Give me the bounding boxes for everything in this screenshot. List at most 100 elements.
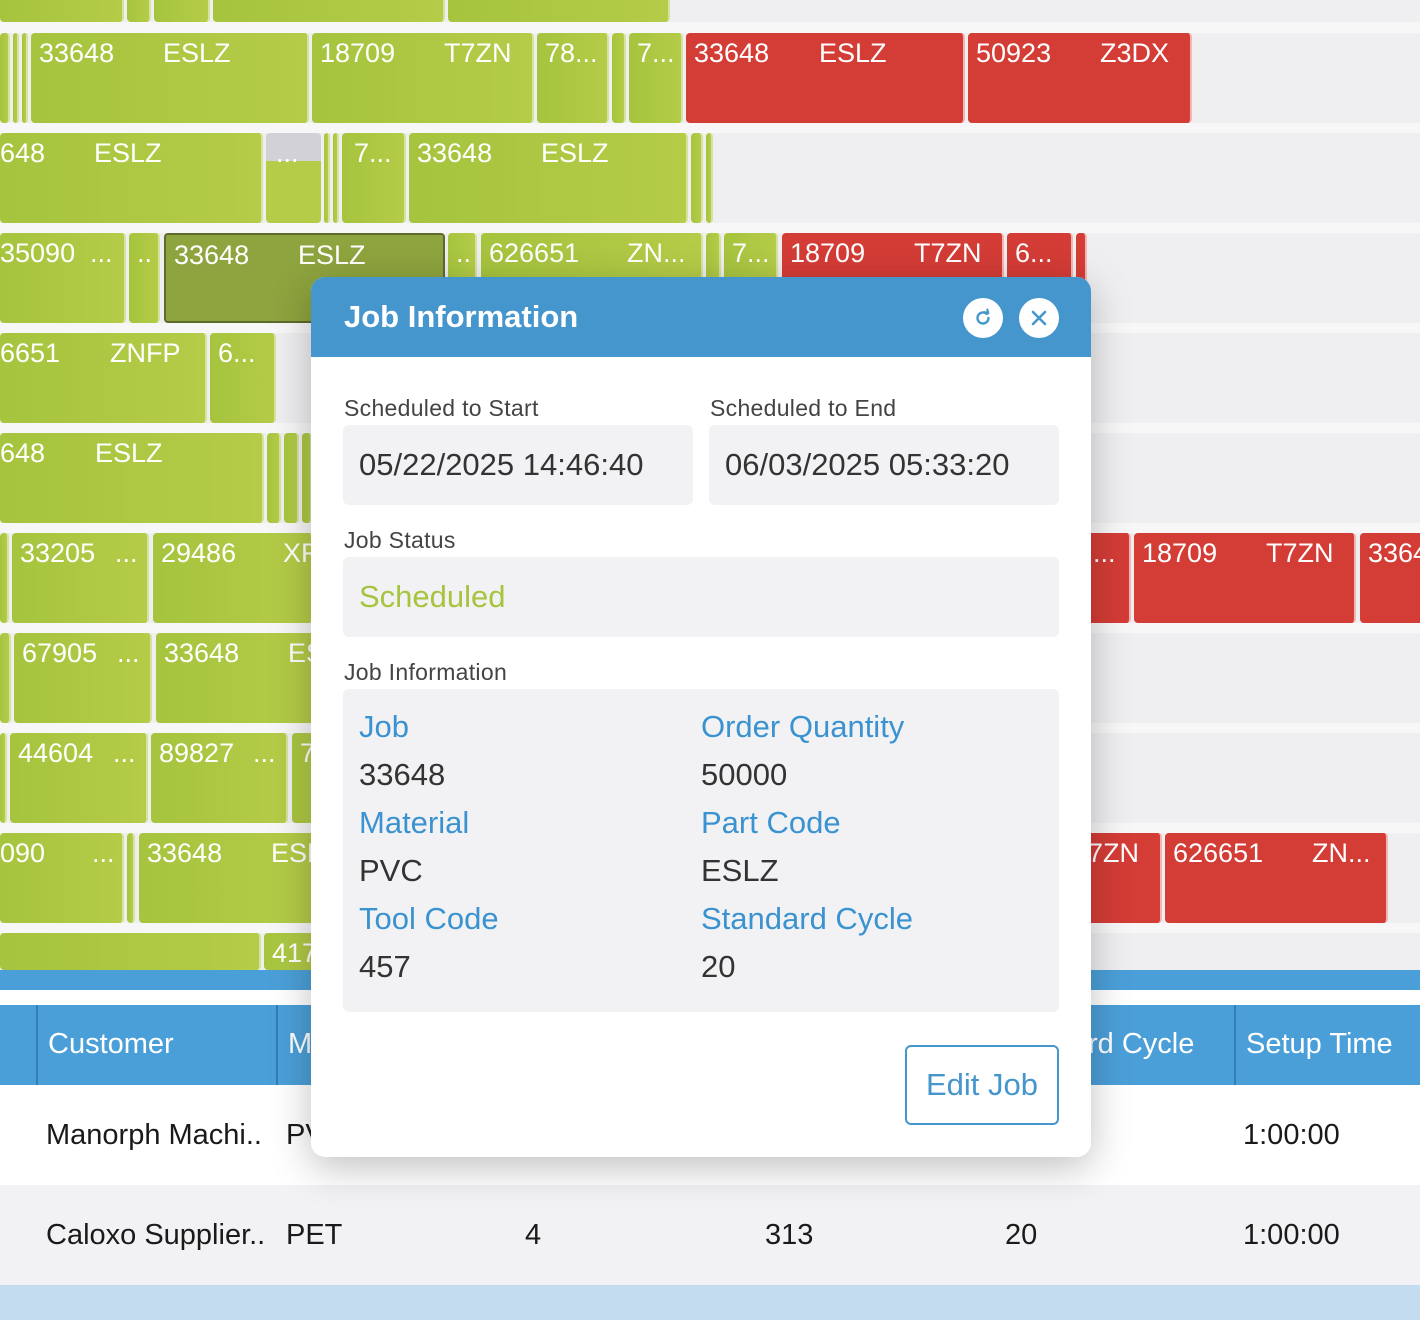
job-bar[interactable] <box>13 33 19 123</box>
job-key: Job <box>359 709 409 744</box>
job-bar[interactable]: 090 ... <box>0 833 124 923</box>
job-bar[interactable] <box>691 133 703 223</box>
job-bar[interactable]: 417 <box>264 933 316 970</box>
job-bar[interactable] <box>154 0 210 22</box>
job-bar[interactable] <box>127 0 151 22</box>
job-bar[interactable]: 33648 ESLZ <box>31 33 309 123</box>
job-bar[interactable] <box>284 433 299 523</box>
job-bar-number: 89827 <box>159 738 235 768</box>
job-bar[interactable]: 33205 ... <box>12 533 149 623</box>
refresh-button[interactable] <box>963 298 1003 338</box>
job-bar[interactable] <box>0 933 261 970</box>
job-bar[interactable]: ... <box>266 133 321 223</box>
job-bar[interactable]: 33648 ES <box>156 633 316 723</box>
table-row[interactable]: Caloxo Supplier.. PET 4 313 20 1:00:00 <box>0 1185 1420 1285</box>
job-bar-number: 7 <box>300 738 314 768</box>
cell-customer: Manorph Machi.. <box>46 1119 262 1151</box>
job-bar[interactable]: 6651 ZNFP <box>0 333 207 423</box>
job-bar-number: 78... <box>545 38 598 68</box>
job-bar[interactable] <box>324 133 330 223</box>
job-bar-number: 6651 <box>0 338 61 368</box>
job-bar[interactable] <box>0 0 124 22</box>
job-bar-late[interactable]: 50923 Z3DX <box>968 33 1192 123</box>
job-bar[interactable] <box>0 533 9 623</box>
order-quantity-key: Order Quantity <box>701 709 905 744</box>
job-bar-code: ZN... <box>1312 838 1371 868</box>
job-bar[interactable]: 33648 ESL <box>139 833 315 923</box>
job-bar-code: XF <box>283 538 311 568</box>
job-bar-late[interactable]: 626651 ZN... <box>1165 833 1388 923</box>
job-bar[interactable]: 89827 ... <box>151 733 288 823</box>
job-bar-late[interactable]: 33648 ESLZ <box>686 33 965 123</box>
material-value: PVC <box>359 853 423 888</box>
job-bar-number: 33648 <box>694 38 770 68</box>
end-field: 06/03/2025 05:33:20 <box>709 425 1059 505</box>
edit-job-button[interactable]: Edit Job <box>905 1045 1059 1125</box>
job-bar-number: 33648 <box>417 138 493 168</box>
job-bar[interactable]: 18709 T7ZN <box>312 33 534 123</box>
job-bar[interactable]: 648 ESLZ <box>0 433 264 523</box>
job-bar-number: ... <box>276 138 299 168</box>
part-code-key: Part Code <box>701 805 841 840</box>
cell-value: 313 <box>765 1219 814 1251</box>
gantt-lane: 33648 ESLZ 18709 T7ZN 78... 7... 33648 E… <box>0 33 1420 123</box>
job-bar-number: 33648 <box>39 38 115 68</box>
job-bar-number: 7... <box>637 38 675 68</box>
job-bar-code: T7ZN <box>914 238 982 268</box>
job-bar[interactable]: 35090 ... <box>0 233 126 323</box>
job-bar[interactable]: 6... <box>210 333 276 423</box>
job-bar[interactable]: 648 ESLZ <box>0 133 263 223</box>
job-bar[interactable]: 78... <box>537 33 609 123</box>
job-bar[interactable] <box>127 833 135 923</box>
job-bar[interactable] <box>0 633 11 723</box>
modal-header: Job Information <box>311 277 1091 357</box>
job-bar-code: ZNFP <box>110 338 181 368</box>
job-bar[interactable]: .. <box>129 233 160 323</box>
job-bar[interactable]: 7... <box>342 133 406 223</box>
job-bar[interactable]: 33648 ESLZ <box>409 133 688 223</box>
job-bar-code: ESL <box>271 838 313 868</box>
job-bar-number: .. <box>137 238 153 268</box>
job-bar[interactable] <box>213 0 445 22</box>
job-bar-code: ESLZ <box>541 138 609 168</box>
job-bar-code: ... <box>113 738 136 768</box>
job-bar-late[interactable]: 7ZN <box>1080 833 1162 923</box>
job-bar-code: ZN... <box>627 238 686 268</box>
job-bar-number: 6... <box>218 338 256 368</box>
job-bar[interactable] <box>333 133 339 223</box>
job-bar-code: ESLZ <box>819 38 887 68</box>
job-bar-late[interactable]: 18709 T7ZN <box>1134 533 1356 623</box>
start-field: 05/22/2025 14:46:40 <box>343 425 693 505</box>
job-bar[interactable]: 29486 XF <box>153 533 313 623</box>
column-header-customer[interactable]: Customer <box>36 1005 276 1085</box>
job-bar-code: ESLZ <box>163 38 231 68</box>
job-bar-number: 6... <box>1015 238 1053 268</box>
job-bar-code: ESLZ <box>298 240 366 270</box>
job-bar-number: 18709 <box>790 238 866 268</box>
column-header-setup-time[interactable]: Setup Time <box>1234 1005 1420 1085</box>
job-bar[interactable]: 7... <box>629 33 683 123</box>
job-bar[interactable] <box>0 33 10 123</box>
column-header-standard-cycle[interactable]: rd Cycle <box>1088 1028 1195 1060</box>
cell-material: PET <box>286 1219 343 1251</box>
job-bar[interactable] <box>706 133 713 223</box>
close-button[interactable] <box>1019 298 1059 338</box>
refresh-icon <box>976 308 990 325</box>
job-bar[interactable]: 67905 ... <box>14 633 152 723</box>
job-bar[interactable] <box>22 33 28 123</box>
job-bar-code: ESLZ <box>94 138 162 168</box>
job-bar[interactable] <box>0 733 7 823</box>
job-bar[interactable] <box>612 33 626 123</box>
job-bar-number: 50923 <box>976 38 1052 68</box>
job-bar[interactable] <box>448 0 670 22</box>
job-bar-code: T7ZN <box>444 38 512 68</box>
job-bar-number: 648 <box>0 138 46 168</box>
job-bar[interactable] <box>267 433 281 523</box>
job-bar-number: 44604 <box>18 738 94 768</box>
job-bar-late[interactable]: ... <box>1085 533 1131 623</box>
job-bar-late[interactable]: 3364 <box>1360 533 1420 623</box>
job-information-modal: Job Information Scheduled to Start 05/22… <box>311 277 1091 1157</box>
job-bar-code: ... <box>117 638 140 668</box>
job-bar[interactable]: 44604 ... <box>10 733 148 823</box>
column-header-material[interactable]: M <box>276 1005 516 1085</box>
